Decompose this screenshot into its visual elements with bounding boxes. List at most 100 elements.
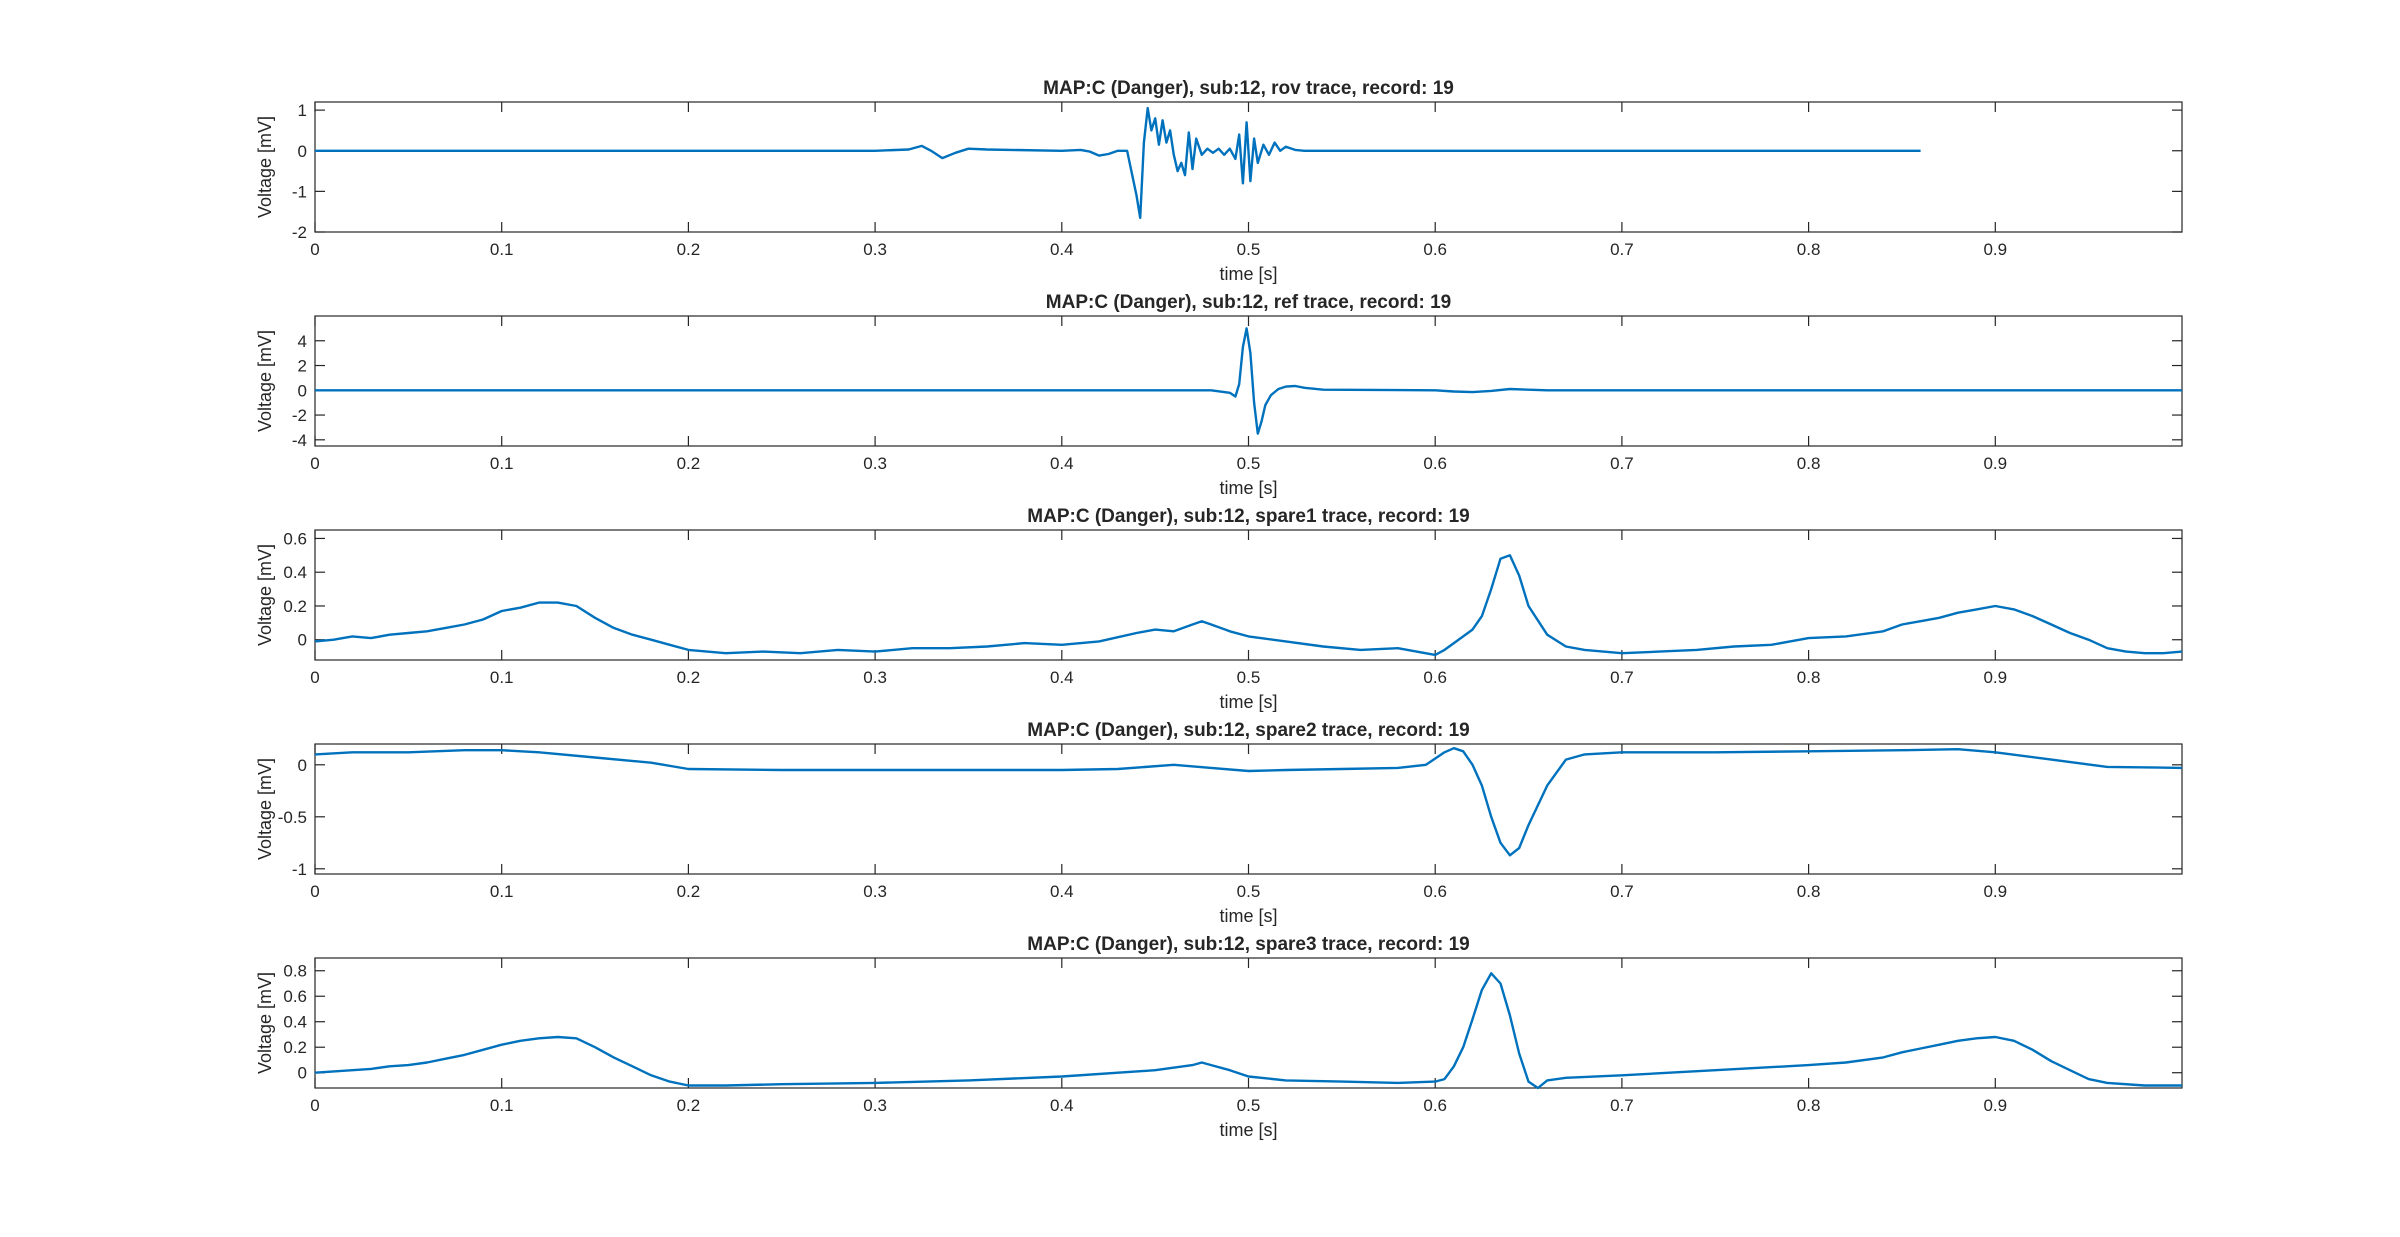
- x-tick-label: 0.7: [1610, 1096, 1634, 1115]
- y-tick-label: 0: [298, 142, 307, 161]
- x-tick-label: 0.4: [1050, 882, 1074, 901]
- series-line-spare1: [314, 554, 2183, 657]
- x-tick-label: 0.7: [1610, 668, 1634, 687]
- x-axis-label: time [s]: [1219, 264, 1277, 284]
- y-tick-label: 0.4: [283, 563, 307, 582]
- x-tick-label: 0: [310, 882, 319, 901]
- x-tick-label: 0.3: [863, 668, 887, 687]
- y-tick-label: 0.2: [283, 597, 307, 616]
- y-tick-label: 4: [298, 332, 307, 351]
- y-tick-label: 2: [298, 357, 307, 376]
- subplot-title: MAP:C (Danger), sub:12, spare1 trace, re…: [1027, 506, 1469, 527]
- x-tick-label: 0.3: [863, 240, 887, 259]
- axes-box: [314, 743, 2183, 875]
- x-tick-label: 0.8: [1797, 454, 1821, 473]
- x-tick-label: 0.3: [863, 454, 887, 473]
- x-tick-label: 0.3: [863, 1096, 887, 1115]
- x-tick-label: 0.6: [1423, 240, 1447, 259]
- x-tick-label: 0.2: [677, 882, 701, 901]
- x-tick-label: 0.7: [1610, 454, 1634, 473]
- y-tick-label: -4: [292, 431, 307, 450]
- x-tick-label: 0.8: [1797, 668, 1821, 687]
- series-line-spare2: [314, 747, 2183, 857]
- x-tick-label: 0: [310, 454, 319, 473]
- subplot-title: MAP:C (Danger), sub:12, spare3 trace, re…: [1027, 934, 1469, 955]
- series-line-rov: [315, 106, 1921, 219]
- y-tick-label: -0.5: [278, 808, 307, 827]
- x-tick-label: 0.2: [677, 668, 701, 687]
- axes-box: [314, 957, 2183, 1089]
- series-line-spare3: [314, 972, 2182, 1090]
- series-line-ref: [315, 327, 2182, 435]
- x-tick-label: 0.4: [1050, 668, 1074, 687]
- x-axis-label: time [s]: [1219, 906, 1277, 926]
- y-tick-label: 0.4: [283, 1013, 307, 1032]
- y-tick-label: -1: [292, 182, 307, 201]
- x-tick-label: 0: [310, 668, 319, 687]
- x-tick-label: 0.4: [1050, 240, 1074, 259]
- x-tick-label: 0.3: [863, 882, 887, 901]
- x-axis-label: time [s]: [1219, 1120, 1277, 1140]
- x-tick-label: 0: [310, 1096, 319, 1115]
- y-axis-label: Voltage [mV]: [255, 330, 275, 432]
- x-tick-label: 0.5: [1237, 882, 1261, 901]
- x-tick-label: 0.6: [1423, 1096, 1447, 1115]
- subplot-title: MAP:C (Danger), sub:12, ref trace, recor…: [1046, 292, 1451, 313]
- x-tick-label: 0.2: [677, 454, 701, 473]
- x-tick-label: 0.6: [1423, 454, 1447, 473]
- y-axis-label: Voltage [mV]: [255, 972, 275, 1074]
- x-tick-label: 0.4: [1050, 1096, 1074, 1115]
- x-tick-label: 0.1: [490, 882, 514, 901]
- x-tick-label: 0.9: [1983, 668, 2007, 687]
- x-tick-label: 0.6: [1423, 882, 1447, 901]
- x-tick-label: 0.9: [1983, 882, 2007, 901]
- x-tick-label: 0.5: [1237, 668, 1261, 687]
- x-axis-label: time [s]: [1219, 692, 1277, 712]
- x-tick-label: 0: [310, 240, 319, 259]
- y-tick-label: 0: [298, 1064, 307, 1083]
- subplot-3: 0 0.1 0.2 0.3 0.4 0.5 0.6 0.7 0.8 0.9 0 0.2 0.4 0.6 MA…: [255, 506, 2183, 712]
- x-tick-label: 0.7: [1610, 882, 1634, 901]
- y-tick-label: 0: [298, 631, 307, 650]
- axes-box: [314, 529, 2183, 661]
- x-tick-label: 0.5: [1237, 454, 1261, 473]
- y-tick-label: 0: [298, 756, 307, 775]
- subplot-4: 0 0.1 0.2 0.3 0.4 0.5 0.6 0.7 0.8 0.9 -1 -0.5 0 MAP:C…: [255, 720, 2183, 926]
- x-tick-label: 0.9: [1983, 1096, 2007, 1115]
- y-axis-label: Voltage [mV]: [255, 758, 275, 860]
- x-tick-label: 0.1: [490, 454, 514, 473]
- x-axis-label: time [s]: [1219, 478, 1277, 498]
- subplot-title: MAP:C (Danger), sub:12, spare2 trace, re…: [1027, 720, 1469, 741]
- x-tick-label: 0.8: [1797, 240, 1821, 259]
- subplot-2: 0 0.1 0.2 0.3 0.4 0.5 0.6 0.7 0.8 0.9 -4 -2 0 2 4 MAP:C…: [255, 292, 2183, 498]
- y-tick-label: 1: [298, 101, 307, 120]
- x-tick-label: 0.4: [1050, 454, 1074, 473]
- subplot-1: 0 0.1 0.2 0.3 0.4 0.5 0.6 0.7 0.8 0.9 -2 -1 0 1 MAP:C …: [255, 78, 2183, 284]
- y-tick-label: 0.6: [283, 529, 307, 548]
- subplot-5: 0 0.1 0.2 0.3 0.4 0.5 0.6 0.7 0.8 0.9 0 0.2 0.4 0.6 0.…: [255, 934, 2183, 1140]
- x-tick-label: 0.9: [1983, 240, 2007, 259]
- y-tick-label: -1: [292, 860, 307, 879]
- x-tick-label: 0.7: [1610, 240, 1634, 259]
- x-tick-label: 0.8: [1797, 882, 1821, 901]
- y-tick-label: -2: [292, 223, 307, 242]
- y-axis-label: Voltage [mV]: [255, 116, 275, 218]
- x-tick-label: 0.5: [1237, 1096, 1261, 1115]
- x-tick-label: 0.6: [1423, 668, 1447, 687]
- y-tick-label: 0: [298, 381, 307, 400]
- x-tick-label: 0.1: [490, 668, 514, 687]
- x-tick-label: 0.2: [677, 1096, 701, 1115]
- x-tick-label: 0.1: [490, 240, 514, 259]
- x-tick-label: 0.5: [1237, 240, 1261, 259]
- subplot-title: MAP:C (Danger), sub:12, rov trace, recor…: [1043, 78, 1454, 99]
- x-tick-label: 0.9: [1983, 454, 2007, 473]
- x-tick-label: 0.1: [490, 1096, 514, 1115]
- x-tick-label: 0.2: [677, 240, 701, 259]
- y-tick-label: -2: [292, 406, 307, 425]
- y-axis-label: Voltage [mV]: [255, 544, 275, 646]
- x-tick-label: 0.8: [1797, 1096, 1821, 1115]
- y-tick-label: 0.2: [283, 1038, 307, 1057]
- y-tick-label: 0.6: [283, 987, 307, 1006]
